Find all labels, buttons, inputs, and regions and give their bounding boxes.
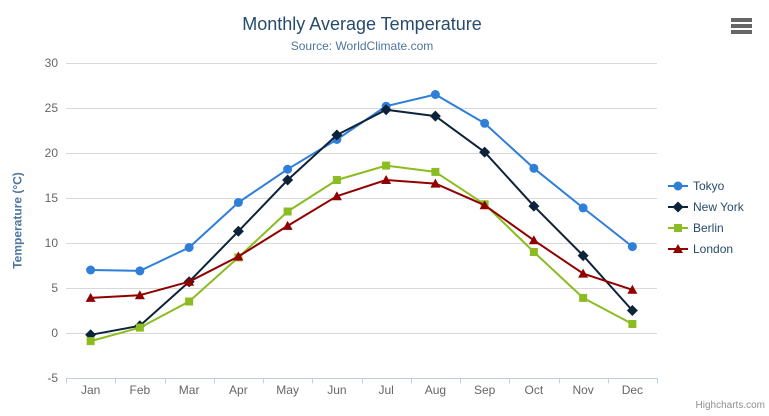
point-berlin-jul[interactable] [382,161,391,170]
point-new-york-sep[interactable] [479,146,491,158]
point-london-nov[interactable] [578,268,589,278]
series-line-berlin [89,164,634,343]
x-axis-label: Feb [130,383,151,397]
point-london-apr[interactable] [233,251,244,261]
x-axis-label: Aug [425,383,446,397]
point-tokyo-dec[interactable] [627,242,637,252]
point-london-may[interactable] [282,220,293,230]
legend-item-tokyo[interactable]: Tokyo [668,175,744,196]
legend-label-berlin: Berlin [693,220,724,235]
y-axis-label: 5 [51,281,58,295]
point-new-york-oct[interactable] [528,200,540,212]
legend-label-new-york: New York [693,199,744,214]
point-london-jun[interactable] [331,191,342,201]
point-new-york-may[interactable] [282,174,294,186]
point-tokyo-apr[interactable] [233,198,243,207]
legend-item-new-york[interactable]: New York [668,196,744,217]
point-new-york-jul[interactable] [380,104,392,116]
point-tokyo-oct[interactable] [529,163,539,173]
series-tokyo[interactable] [86,90,637,276]
point-berlin-mar[interactable] [185,297,194,306]
point-london-sep[interactable] [479,200,490,210]
y-axis-label: -5 [47,371,58,385]
hamburger-icon [731,18,752,22]
legend-marker-circle-icon [668,181,688,190]
legend-label-london: London [693,241,734,256]
point-london-aug[interactable] [430,178,441,188]
series-line-new-york [89,108,634,336]
series-line-tokyo [89,93,634,272]
x-axis-label: Nov [572,383,593,397]
series-new-york[interactable] [85,104,638,341]
legend-marker-square-icon [668,223,688,232]
x-axis-label: Apr [229,383,248,397]
hamburger-icon [731,24,752,28]
y-axis-label: 25 [45,101,59,115]
point-london-feb[interactable] [134,290,145,300]
chart-title: Monthly Average Temperature [242,14,482,34]
x-axis-label: Jul [378,383,393,397]
point-berlin-may[interactable] [283,207,292,216]
point-tokyo-feb[interactable] [135,266,145,276]
point-berlin-oct[interactable] [529,248,538,256]
x-axis-label: Dec [622,383,643,397]
point-london-oct[interactable] [528,235,539,245]
legend-item-berlin[interactable]: Berlin [668,217,744,238]
point-berlin-nov[interactable] [579,293,588,302]
point-new-york-apr[interactable] [232,225,244,237]
y-axis-label: 20 [45,146,59,160]
point-tokyo-jan[interactable] [86,265,96,275]
point-london-dec[interactable] [627,284,638,294]
point-new-york-aug[interactable] [429,110,441,122]
point-tokyo-mar[interactable] [184,243,194,252]
series-line-london [89,179,634,299]
point-new-york-nov[interactable] [577,250,589,262]
x-axis-label: Sep [474,383,496,397]
y-axis-label: 30 [45,56,59,70]
point-tokyo-aug[interactable] [430,90,440,99]
hamburger-icon [731,30,752,34]
point-berlin-jan[interactable] [86,337,95,346]
chart-subtitle: Source: WorldClimate.com [290,39,434,53]
export-menu-button[interactable] [731,18,752,34]
point-new-york-dec[interactable] [626,305,638,316]
x-axis-label: May [276,383,299,397]
point-london-mar[interactable] [184,276,195,286]
point-berlin-feb[interactable] [135,323,144,332]
series-london[interactable] [85,175,638,302]
x-axis-label: Mar [179,383,200,397]
credits-link[interactable]: Highcharts.com [695,400,765,411]
y-axis-label: 15 [45,191,59,205]
point-new-york-jun[interactable] [331,129,343,141]
point-tokyo-may[interactable] [283,164,293,174]
legend-label-tokyo: Tokyo [693,178,725,193]
point-tokyo-sep[interactable] [480,118,490,128]
x-axis-label: Jun [327,383,346,397]
point-london-jan[interactable] [85,292,96,302]
legend-item-london[interactable]: London [668,238,744,259]
x-axis-label: Oct [525,383,544,397]
legend-marker-diamond-icon [668,201,688,212]
y-axis-label: 10 [45,236,59,250]
legend-marker-triangle-icon [668,243,688,253]
legend: Tokyo New York Berlin London [668,175,744,259]
point-berlin-aug[interactable] [431,167,440,176]
x-axis-label: Jan [81,383,100,397]
y-axis-label: 0 [51,326,58,340]
point-berlin-jun[interactable] [332,176,341,184]
point-berlin-dec[interactable] [628,320,637,328]
point-tokyo-nov[interactable] [578,203,588,213]
point-london-jul[interactable] [381,175,392,184]
